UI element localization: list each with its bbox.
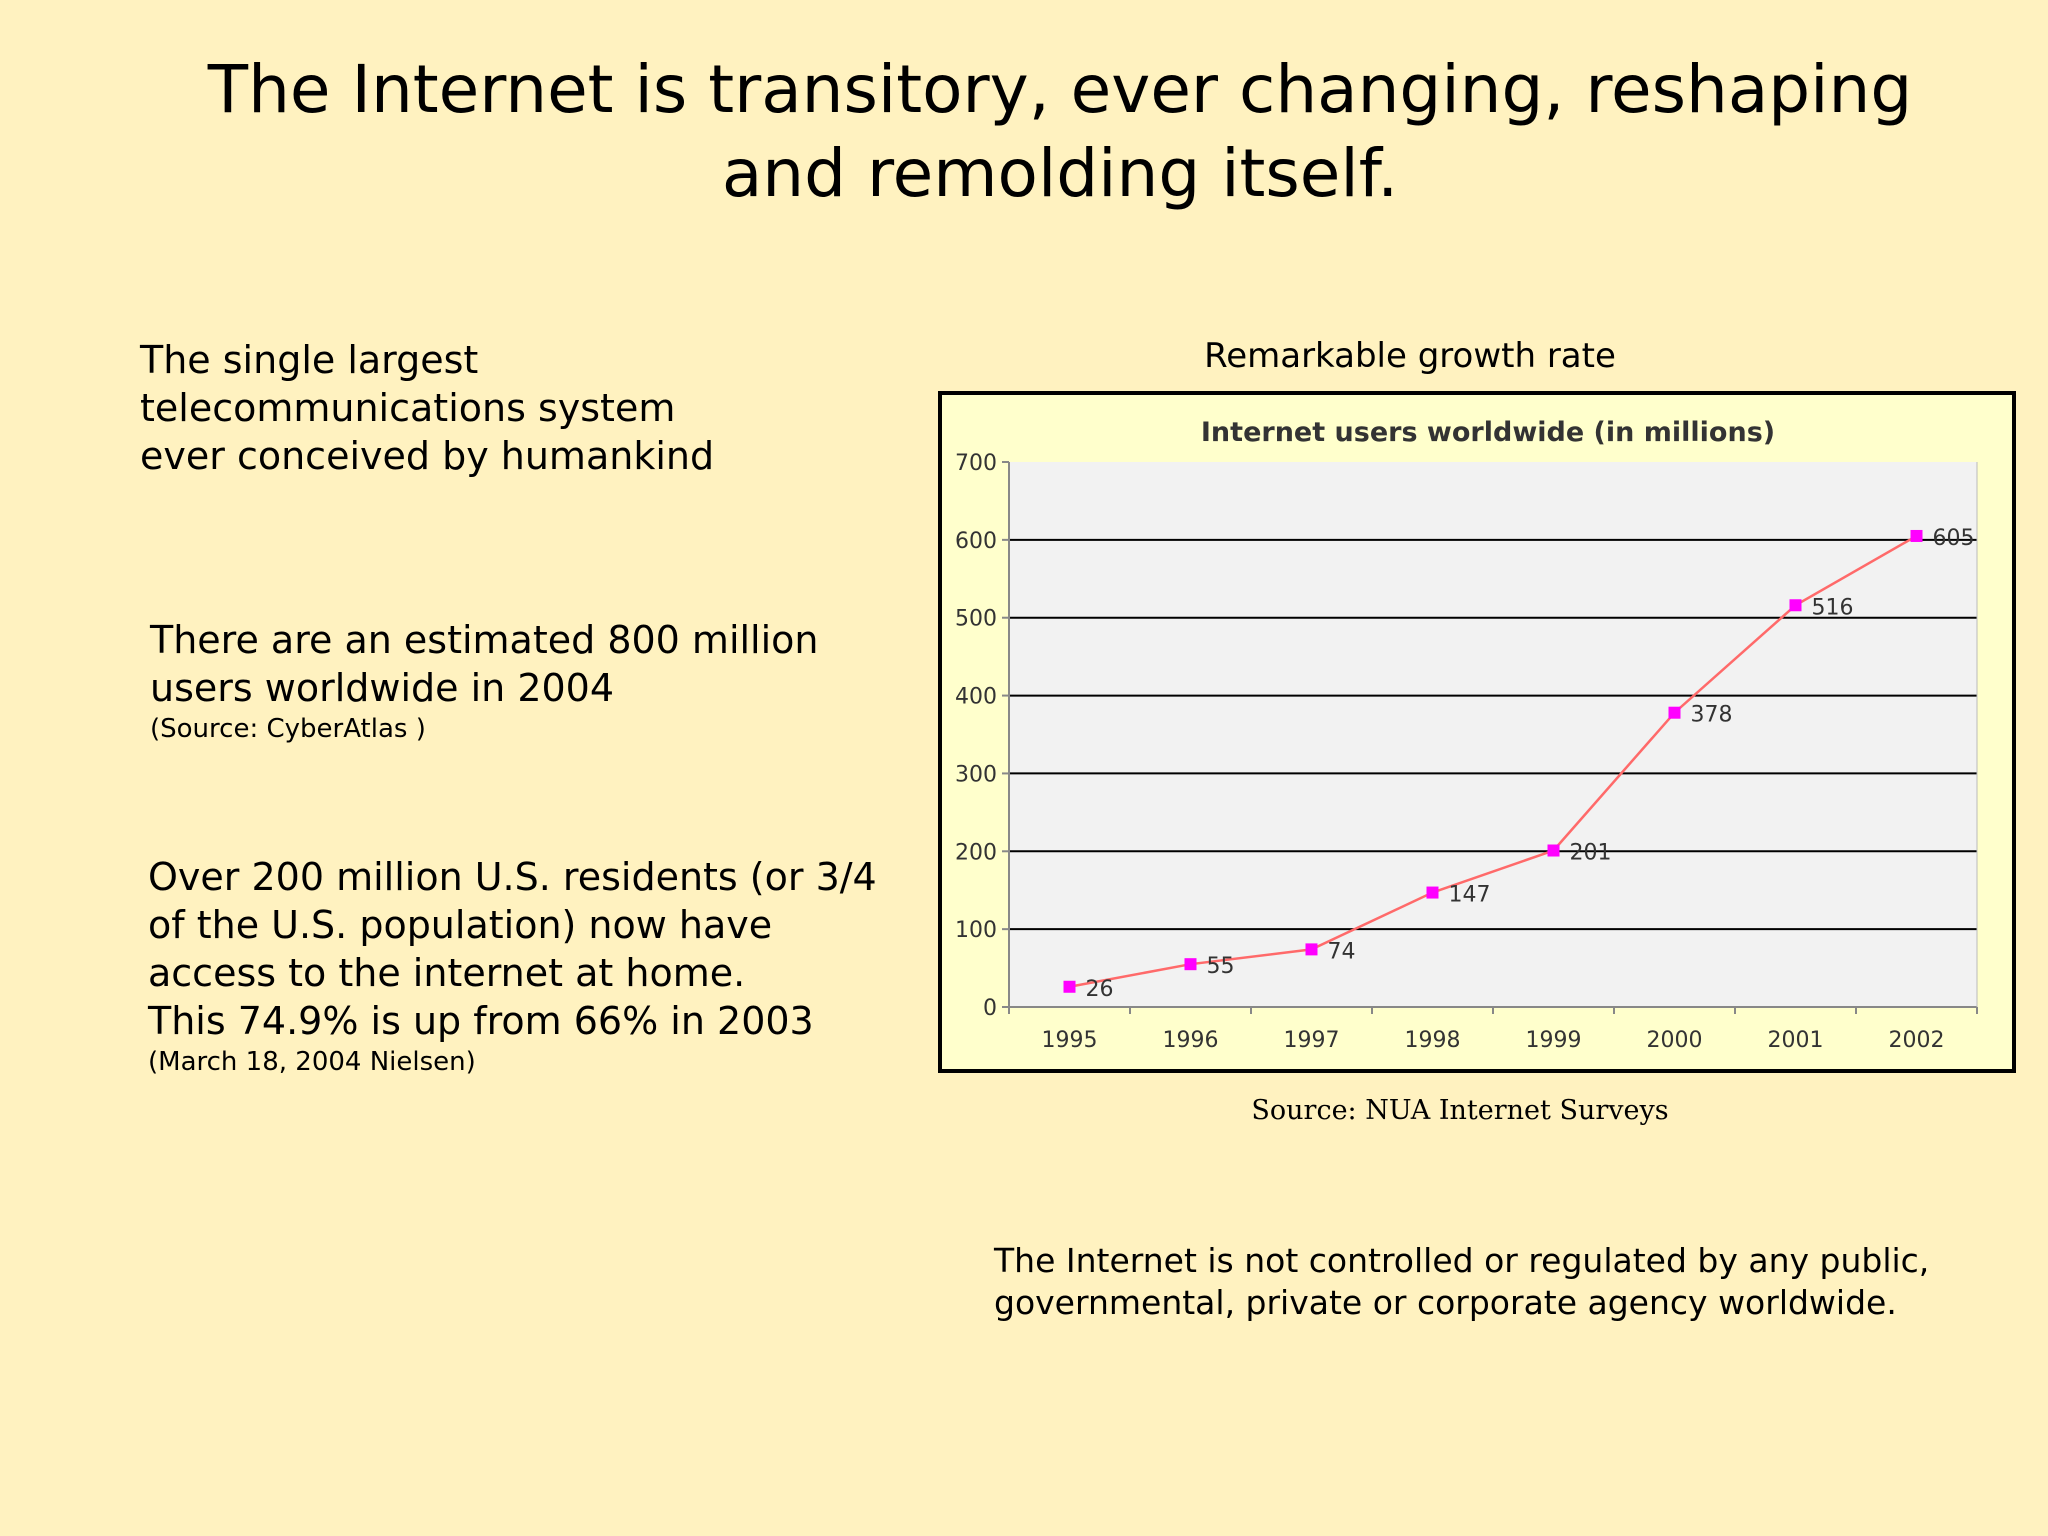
- data-point-2001: [1789, 599, 1802, 612]
- data-point-2000: [1668, 706, 1681, 719]
- line-chart: Internet users worldwide (in millions) 0…: [955, 417, 1978, 1053]
- slide-title: The Internet is transitory, ever changin…: [207, 51, 1913, 212]
- data-point-1996: [1184, 958, 1197, 971]
- x-tick-label-2000: 2000: [1647, 1028, 1703, 1053]
- chart-frame: Internet users worldwide (in millions) 0…: [938, 391, 2016, 1073]
- data-label-1998: 147: [1449, 883, 1491, 908]
- y-tick-label: 500: [955, 607, 997, 632]
- y-tick-label: 700: [955, 451, 997, 476]
- data-point-1998: [1426, 886, 1439, 899]
- us-growth-text: This 74.9% is up from 66% in 2003: [148, 999, 814, 1043]
- us-residents-source: (March 18, 2004 Nielsen): [148, 1047, 476, 1077]
- chart-source: Source: NUA Internet Surveys: [1251, 1095, 1669, 1126]
- data-label-2002: 605: [1933, 526, 1975, 551]
- gridlines: [1002, 461, 1977, 1008]
- x-tick-label-2001: 2001: [1768, 1028, 1824, 1053]
- y-tick-label: 200: [955, 840, 997, 865]
- data-label-1999: 201: [1570, 841, 1612, 866]
- users-estimate-source: (Source: CyberAtlas ): [150, 714, 426, 744]
- data-markers: [1063, 529, 1923, 993]
- series-line: [1069, 534, 1918, 988]
- x-tick-label-1995: 1995: [1042, 1028, 1098, 1053]
- x-tick-label-1998: 1998: [1405, 1028, 1461, 1053]
- data-point-1995: [1063, 980, 1076, 993]
- data-label-1997: 74: [1328, 939, 1356, 964]
- users-estimate-text: There are an estimated 800 million users…: [150, 618, 819, 710]
- y-tick-label: 600: [955, 529, 997, 554]
- us-residents-text: Over 200 million U.S. residents (or 3/4 …: [148, 855, 877, 995]
- y-tick-label: 400: [955, 685, 997, 710]
- largest-system-text: The single largest telecommunications sy…: [140, 338, 715, 478]
- x-tick-label-1997: 1997: [1284, 1028, 1340, 1053]
- x-tick-label-1996: 1996: [1163, 1028, 1219, 1053]
- users-estimate-block: There are an estimated 800 million users…: [150, 616, 850, 746]
- regulation-text: The Internet is not controlled or regula…: [994, 1241, 1930, 1322]
- x-tick-label-2002: 2002: [1889, 1028, 1945, 1053]
- axes: [1008, 462, 1978, 1014]
- series-line-group: [1069, 534, 1918, 988]
- x-tick-label-1999: 1999: [1526, 1028, 1582, 1053]
- data-label-1996: 55: [1207, 954, 1235, 979]
- data-labels: 26 55 74 147 201 378 516 605: [1086, 526, 1975, 1002]
- x-tick-labels: 1995 1996 1997 1998 1999 2000 2001 2002: [1042, 1028, 1945, 1053]
- data-label-2001: 516: [1812, 595, 1854, 620]
- data-label-1995: 26: [1086, 977, 1114, 1002]
- data-point-1997: [1305, 943, 1318, 956]
- data-point-1999: [1547, 844, 1560, 857]
- y-tick-label: 0: [983, 996, 997, 1021]
- chart-caption: Remarkable growth rate: [1204, 336, 1616, 376]
- us-residents-block: Over 200 million U.S. residents (or 3/4 …: [148, 853, 908, 1079]
- y-tick-labels: 0 100 200 300 400 500 600 700: [955, 451, 997, 1021]
- data-label-2000: 378: [1691, 703, 1733, 728]
- y-tick-label: 300: [955, 762, 997, 787]
- plot-area: [1009, 462, 1977, 1007]
- y-tick-label: 100: [955, 918, 997, 943]
- data-point-2002: [1910, 529, 1923, 542]
- chart-title: Internet users worldwide (in millions): [1201, 417, 1775, 448]
